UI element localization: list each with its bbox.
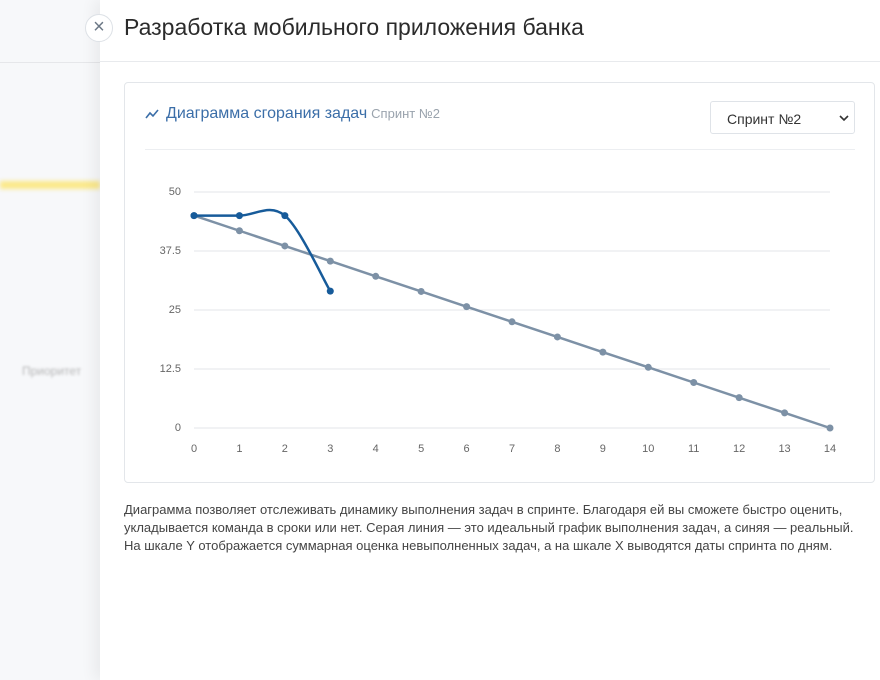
- y-tick-label: 0: [175, 422, 181, 434]
- data-point: [372, 272, 380, 280]
- sidebar-label: Приоритет: [22, 364, 82, 378]
- data-point: [326, 257, 334, 265]
- card-subtitle: Спринт №2: [371, 106, 441, 121]
- data-point: [826, 424, 834, 432]
- highlight: [0, 181, 100, 189]
- y-tick-label: 12.5: [160, 363, 181, 375]
- x-tick-label: 10: [642, 443, 654, 455]
- x-tick-label: 3: [327, 443, 333, 455]
- series-line: [194, 208, 332, 292]
- page-title: Разработка мобильного приложения банка: [124, 14, 584, 40]
- data-point: [599, 348, 607, 356]
- sprint-select[interactable]: Спринт №2: [710, 101, 855, 134]
- data-point: [417, 287, 425, 295]
- x-tick-label: 11: [688, 443, 699, 455]
- data-point: [235, 212, 243, 220]
- x-tick-label: 13: [778, 443, 790, 455]
- x-tick-label: 12: [733, 443, 745, 455]
- x-tick-label: 2: [282, 443, 288, 455]
- data-point: [281, 212, 289, 220]
- data-point: [281, 242, 289, 250]
- sidebar: Приоритет: [0, 0, 100, 680]
- divider: [100, 61, 880, 62]
- data-point: [644, 363, 652, 371]
- data-point: [690, 378, 698, 386]
- data-point: [190, 212, 198, 220]
- close-button[interactable]: ×: [85, 14, 113, 42]
- y-tick-label: 50: [169, 186, 181, 198]
- chart-card: [124, 82, 875, 483]
- panel: [100, 0, 880, 680]
- data-point: [235, 227, 243, 235]
- divider: [0, 62, 100, 63]
- description: Диаграмма позволяет отслеживать динамику…: [124, 502, 854, 553]
- chevron: [839, 115, 849, 122]
- data-point: [463, 303, 471, 311]
- x-tick-label: 7: [509, 443, 515, 455]
- x-tick-label: 5: [418, 443, 424, 455]
- x-tick-label: 0: [191, 443, 197, 455]
- x-tick-label: 8: [554, 443, 560, 455]
- card-title: Диаграмма сгорания задач Спринт №2: [166, 105, 440, 123]
- x-tick-label: 6: [464, 443, 470, 455]
- x-tick-label: 1: [236, 443, 242, 455]
- y-tick-label: 25: [169, 304, 181, 316]
- x-tick-label: 14: [824, 443, 836, 455]
- data-point: [326, 287, 334, 295]
- card-title-text: Диаграмма сгорания задач: [166, 105, 368, 122]
- data-point: [781, 409, 789, 417]
- data-point: [735, 394, 743, 402]
- data-point: [553, 333, 561, 341]
- x-tick-label: 4: [373, 443, 379, 455]
- select-value: Спринт №2: [727, 111, 802, 127]
- y-tick-label: 37.5: [160, 245, 181, 257]
- x-tick-label: 9: [600, 443, 606, 455]
- data-point: [508, 318, 516, 326]
- chart-icon: [145, 109, 159, 119]
- divider: [145, 149, 855, 150]
